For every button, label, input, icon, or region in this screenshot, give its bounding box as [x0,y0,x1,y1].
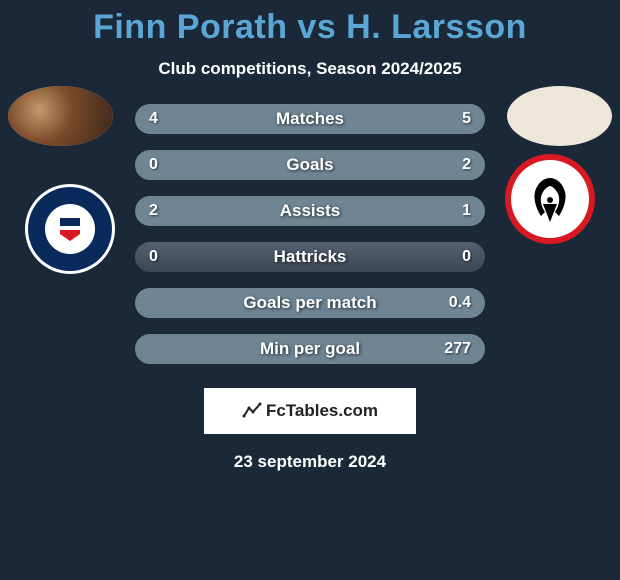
watermark-text: FcTables.com [266,401,378,421]
stat-label: Assists [135,196,485,226]
stat-label: Goals [135,150,485,180]
badge-inner [45,204,95,254]
page-title: Finn Porath vs H. Larsson [0,0,620,47]
stat-row: 0.4Goals per match [135,288,485,318]
stat-row: 00Hattricks [135,242,485,272]
stat-row: 21Assists [135,196,485,226]
page-subtitle: Club competitions, Season 2024/2025 [0,59,620,79]
chart-icon [242,402,262,420]
stat-row: 45Matches [135,104,485,134]
stats-bars: 45Matches 02Goals 21Assists 00Hattricks 0.4G… [135,104,485,364]
footer-date: 23 september 2024 [0,452,620,472]
watermark: FcTables.com [204,388,416,434]
player-photo-left [8,86,113,146]
badge-ring [28,187,112,271]
player-photo-right [507,86,612,146]
stat-label: Matches [135,104,485,134]
stat-row: 02Goals [135,150,485,180]
club-badge-left [25,184,115,274]
comparison-panel: 45Matches 02Goals 21Assists 00Hattricks 0.4G… [0,104,620,472]
stat-row: 277Min per goal [135,334,485,364]
stat-label: Min per goal [135,334,485,364]
club-badge-right [505,154,595,244]
shield-icon [58,216,82,242]
stat-label: Goals per match [135,288,485,318]
eagle-icon [523,172,577,226]
stat-label: Hattricks [135,242,485,272]
photo-placeholder [8,86,113,146]
